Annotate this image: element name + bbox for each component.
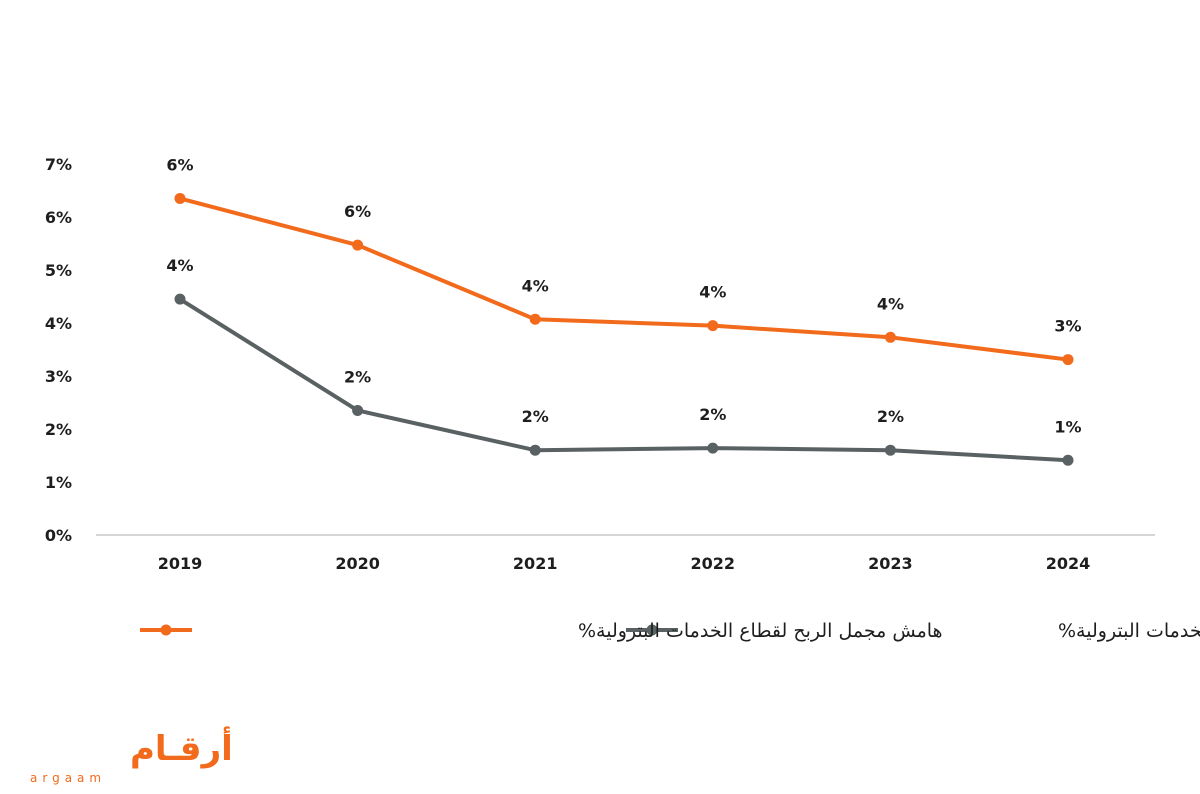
data-label: 2% [877, 407, 904, 426]
y-axis: 0% 1% 2% 3% 4% 5% 6% 7% [45, 155, 72, 545]
data-point [529, 444, 541, 456]
data-point [529, 313, 541, 325]
x-tick-label: 2023 [868, 554, 913, 573]
data-label: 3% [1054, 317, 1081, 336]
data-labels: 6% 6% 4% 4% 4% 3% 4% 2% 2% 2% 2% 1% [166, 155, 1081, 436]
y-tick-label: 1% [45, 473, 72, 492]
data-point [174, 293, 186, 305]
data-point [1062, 354, 1074, 366]
data-label: 6% [166, 155, 193, 174]
x-tick-label: 2020 [335, 554, 380, 573]
data-point [352, 404, 364, 416]
x-tick-label: 2022 [691, 554, 736, 573]
argaam-logo: أرقـام argaam [30, 726, 233, 785]
legend: هامش صافي الربح لقطاع الخدمات البترولية%… [140, 620, 1200, 642]
data-label: 1% [1054, 417, 1081, 436]
data-point [352, 239, 364, 251]
data-point [884, 444, 896, 456]
y-tick-label: 3% [45, 367, 72, 386]
y-tick-label: 5% [45, 261, 72, 280]
data-label: 4% [166, 256, 193, 275]
data-point [884, 331, 896, 343]
y-tick-label: 0% [45, 526, 72, 545]
legend-label-gross-margin: هامش مجمل الربح لقطاع الخدمات البترولية% [578, 620, 943, 642]
data-label: 2% [522, 407, 549, 426]
logo-arabic-text: أرقـام [130, 726, 233, 769]
data-point [174, 192, 186, 204]
y-tick-label: 7% [45, 155, 72, 174]
data-point [707, 442, 719, 454]
x-axis: 2019 2020 2021 2022 2023 2024 [158, 554, 1091, 573]
data-point [707, 320, 719, 332]
y-tick-label: 6% [45, 208, 72, 227]
y-tick-label: 2% [45, 420, 72, 439]
series-layer [174, 192, 1074, 466]
data-label: 6% [344, 202, 371, 221]
data-point [1062, 454, 1074, 466]
legend-marker-net-margin [646, 624, 658, 636]
legend-item-net-margin: هامش صافي الربح لقطاع الخدمات البترولية% [626, 620, 1200, 642]
series-line-0 [178, 196, 1070, 362]
y-tick-label: 4% [45, 314, 72, 333]
data-label: 4% [522, 276, 549, 295]
x-tick-label: 2021 [513, 554, 558, 573]
data-label: 4% [877, 294, 904, 313]
legend-marker-gross-margin [160, 624, 172, 636]
data-label: 2% [699, 405, 726, 424]
series-line-1 [178, 297, 1070, 463]
legend-item-gross-margin: هامش مجمل الربح لقطاع الخدمات البترولية% [140, 620, 943, 642]
logo-latin-text: argaam [30, 771, 106, 785]
legend-label-net-margin: هامش صافي الربح لقطاع الخدمات البترولية% [1058, 620, 1200, 642]
x-tick-label: 2024 [1046, 554, 1091, 573]
x-tick-label: 2019 [158, 554, 203, 573]
data-label: 2% [344, 367, 371, 386]
data-label: 4% [699, 283, 726, 302]
